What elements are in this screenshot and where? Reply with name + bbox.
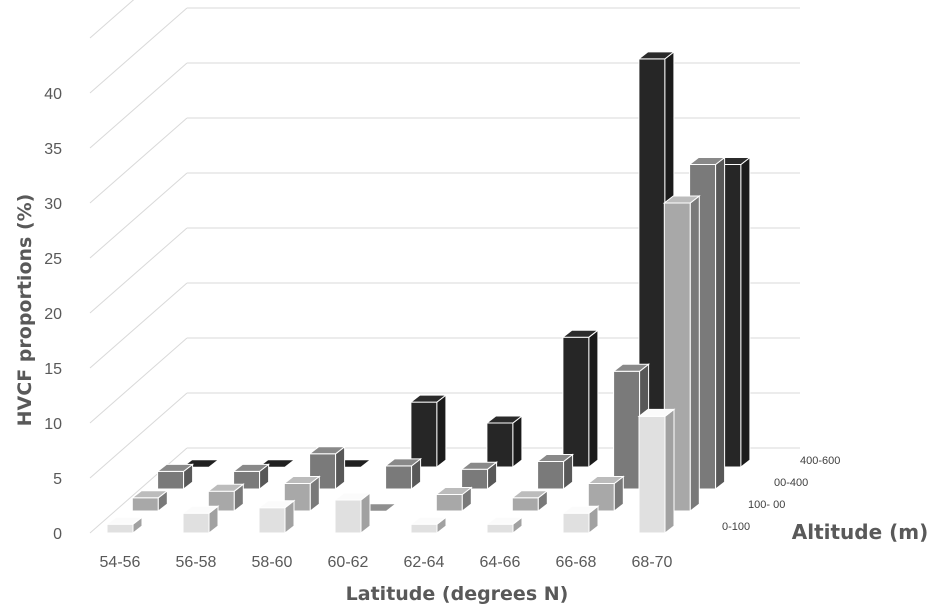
bar [637, 408, 676, 535]
y-axis-ticks: 0 5 10 15 20 25 30 35 40 [44, 86, 62, 543]
x-axis-ticks: 54-56 56-58 58-60 60-62 62-64 64-66 66-68 68-70 [100, 554, 673, 571]
series-label: 100- 00 [748, 499, 785, 511]
gridline-diagonal [89, 392, 188, 479]
x-tick-label: 56-58 [176, 554, 217, 571]
gridline-diagonal [89, 282, 188, 369]
y-tick-label: 10 [44, 416, 62, 433]
series-label: 0-100 [722, 521, 750, 533]
y-tick-label: 25 [44, 251, 62, 268]
y-tick-label: 30 [44, 196, 62, 213]
depth-axis-ticks: 0-100 100- 00 00-400 400-600 [722, 455, 840, 533]
bar [586, 475, 625, 513]
y-axis-title: HVCF proportions (%) [14, 194, 36, 427]
bar [662, 194, 701, 513]
x-tick-label: 64-66 [480, 554, 521, 571]
bar [485, 414, 524, 469]
bar [130, 489, 169, 513]
bar [384, 457, 423, 491]
bar [181, 505, 220, 535]
gridline-diagonal [89, 447, 188, 534]
gridline-diagonal [89, 227, 188, 314]
gridline-diagonal [89, 0, 135, 39]
bar [409, 394, 448, 469]
y-tick-label: 5 [53, 471, 62, 488]
bar [409, 516, 448, 535]
gridline-diagonal [89, 337, 188, 424]
x-tick-label: 58-60 [252, 554, 293, 571]
x-tick-label: 54-56 [100, 554, 141, 571]
y-tick-label: 35 [44, 141, 62, 158]
bar [460, 461, 499, 491]
x-tick-label: 60-62 [328, 554, 369, 571]
bar [485, 516, 524, 535]
y-tick-label: 20 [44, 306, 62, 323]
bar [105, 516, 144, 535]
series-label: 400-600 [800, 455, 840, 467]
x-axis-title: Latitude (degrees N) [346, 583, 569, 605]
y-tick-label: 15 [44, 361, 62, 378]
bars [105, 50, 752, 535]
gridline-diagonal [89, 172, 188, 259]
bar [257, 499, 296, 535]
x-tick-label: 62-64 [404, 554, 445, 571]
gridline-diagonal [89, 62, 188, 149]
y-tick-label: 0 [53, 526, 62, 543]
series-label: 00-400 [774, 477, 808, 489]
bar [561, 329, 600, 469]
bar [536, 453, 575, 491]
bar [333, 491, 372, 535]
bar [156, 463, 195, 491]
z-axis-title: Altitude (m) [792, 520, 927, 544]
x-tick-label: 68-70 [632, 554, 673, 571]
gridline-diagonal [89, 7, 188, 94]
y-tick-label: 40 [44, 86, 62, 103]
bar [561, 505, 600, 535]
x-tick-label: 66-68 [556, 554, 597, 571]
bar [510, 489, 549, 513]
bar [308, 445, 347, 491]
gridline-diagonal [89, 117, 188, 204]
bar [434, 486, 473, 513]
